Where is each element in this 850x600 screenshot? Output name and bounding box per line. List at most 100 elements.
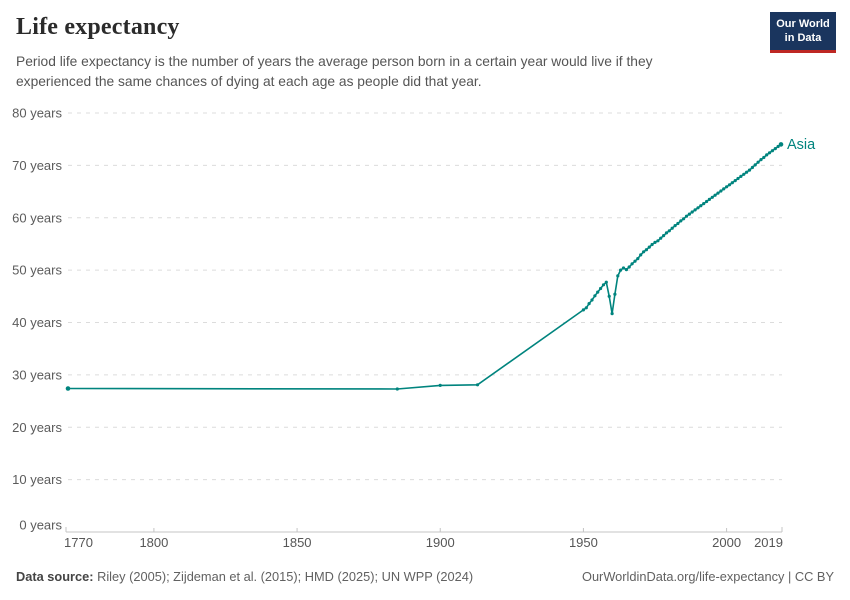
owid-logo[interactable]: Our World in Data bbox=[770, 12, 836, 53]
data-point bbox=[705, 199, 709, 204]
data-point bbox=[607, 294, 611, 298]
data-point bbox=[581, 308, 586, 312]
data-point bbox=[750, 165, 755, 170]
data-point bbox=[767, 151, 772, 155]
data-point bbox=[736, 176, 740, 181]
data-point bbox=[710, 195, 714, 199]
data-point bbox=[647, 245, 651, 249]
data-point bbox=[679, 219, 683, 223]
data-point bbox=[584, 306, 588, 310]
data-point bbox=[621, 266, 626, 270]
x-axis-tick-label: 2019 bbox=[754, 535, 783, 550]
data-point bbox=[627, 265, 631, 269]
data-point bbox=[633, 259, 637, 263]
data-point bbox=[438, 383, 442, 387]
data-point bbox=[590, 298, 594, 302]
data-point bbox=[610, 312, 614, 316]
data-point bbox=[739, 174, 743, 178]
data-point bbox=[693, 208, 697, 212]
data-point bbox=[762, 155, 766, 160]
data-point bbox=[719, 189, 723, 193]
data-point bbox=[776, 144, 780, 149]
data-point bbox=[616, 274, 620, 278]
y-axis-tick-label: 60 years bbox=[12, 210, 62, 225]
data-point bbox=[593, 294, 597, 298]
y-axis-tick-label: 80 years bbox=[12, 106, 62, 121]
y-axis-tick-label: 30 years bbox=[12, 367, 62, 382]
y-axis-tick-label: 70 years bbox=[12, 158, 62, 173]
data-point bbox=[696, 206, 700, 210]
data-point bbox=[722, 187, 726, 191]
data-point bbox=[630, 262, 634, 266]
y-axis-tick-label: 0 years bbox=[19, 518, 62, 533]
x-axis-tick-label: 2000 bbox=[712, 535, 741, 550]
data-point bbox=[636, 257, 640, 261]
data-point bbox=[770, 149, 775, 153]
chart-line-asia[interactable] bbox=[67, 143, 782, 390]
data-point bbox=[395, 387, 399, 391]
data-point bbox=[725, 185, 729, 189]
data-point bbox=[667, 229, 671, 233]
owid-link[interactable]: OurWorldinData.org/life-expectancy | CC … bbox=[581, 569, 834, 584]
data-point bbox=[673, 224, 677, 228]
y-axis-tick-label: 10 years bbox=[12, 472, 62, 487]
data-source-label: Data source: bbox=[16, 569, 94, 584]
y-axis-tick-label: 20 years bbox=[12, 420, 62, 435]
data-point bbox=[699, 204, 703, 208]
y-axis-tick-label: 50 years bbox=[12, 263, 62, 278]
data-point bbox=[604, 280, 608, 284]
data-point bbox=[713, 193, 717, 197]
chart-footer: OurWorldinData.org/life-expectancy | CC … bbox=[16, 569, 834, 584]
data-point bbox=[65, 386, 71, 391]
data-point bbox=[747, 168, 752, 172]
data-point bbox=[702, 202, 706, 206]
y-axis-tick-label: 40 years bbox=[12, 315, 62, 330]
data-point bbox=[742, 172, 746, 176]
data-point bbox=[639, 253, 643, 257]
data-point bbox=[596, 290, 600, 294]
data-point bbox=[756, 160, 760, 164]
data-point bbox=[664, 231, 669, 235]
data-point bbox=[650, 242, 654, 247]
data-point bbox=[644, 248, 649, 252]
x-axis-tick-label: 1850 bbox=[283, 535, 312, 550]
data-point bbox=[765, 153, 769, 157]
page-title: Life expectancy bbox=[16, 14, 180, 40]
data-point bbox=[670, 226, 674, 230]
data-point bbox=[773, 147, 777, 151]
x-axis-tick-label: 1950 bbox=[569, 535, 598, 550]
data-point bbox=[619, 268, 623, 272]
data-point bbox=[707, 197, 712, 201]
data-point bbox=[778, 142, 784, 147]
data-point bbox=[759, 158, 763, 162]
data-point bbox=[624, 268, 629, 272]
data-point bbox=[656, 239, 660, 243]
data-point bbox=[753, 163, 757, 167]
data-point bbox=[676, 221, 680, 226]
data-point bbox=[601, 283, 606, 287]
data-point bbox=[653, 240, 657, 244]
data-point bbox=[684, 214, 689, 218]
data-point bbox=[662, 234, 666, 238]
x-axis-tick-label: 1800 bbox=[139, 535, 168, 550]
chart-subtitle: Period life expectancy is the number of … bbox=[16, 54, 653, 89]
owid-logo-text-line2: in Data bbox=[784, 32, 822, 45]
data-point bbox=[642, 250, 646, 254]
data-point bbox=[687, 212, 692, 216]
series-label-asia[interactable]: Asia bbox=[787, 137, 816, 153]
data-point bbox=[733, 179, 737, 183]
data-point bbox=[613, 292, 617, 296]
data-point bbox=[587, 302, 591, 306]
x-axis-tick-label: 1900 bbox=[426, 535, 455, 550]
data-point bbox=[599, 286, 603, 291]
data-point bbox=[745, 170, 749, 174]
x-axis-tick-label: 1770 bbox=[64, 535, 93, 550]
data-point bbox=[690, 210, 694, 214]
data-point bbox=[475, 383, 480, 387]
data-source-list: Riley (2005); Zijdeman et al. (2015); HM… bbox=[93, 569, 474, 584]
data-point bbox=[659, 236, 663, 240]
data-point bbox=[716, 191, 720, 195]
data-point bbox=[682, 217, 686, 221]
owid-logo-text-line1: Our World bbox=[776, 18, 830, 30]
